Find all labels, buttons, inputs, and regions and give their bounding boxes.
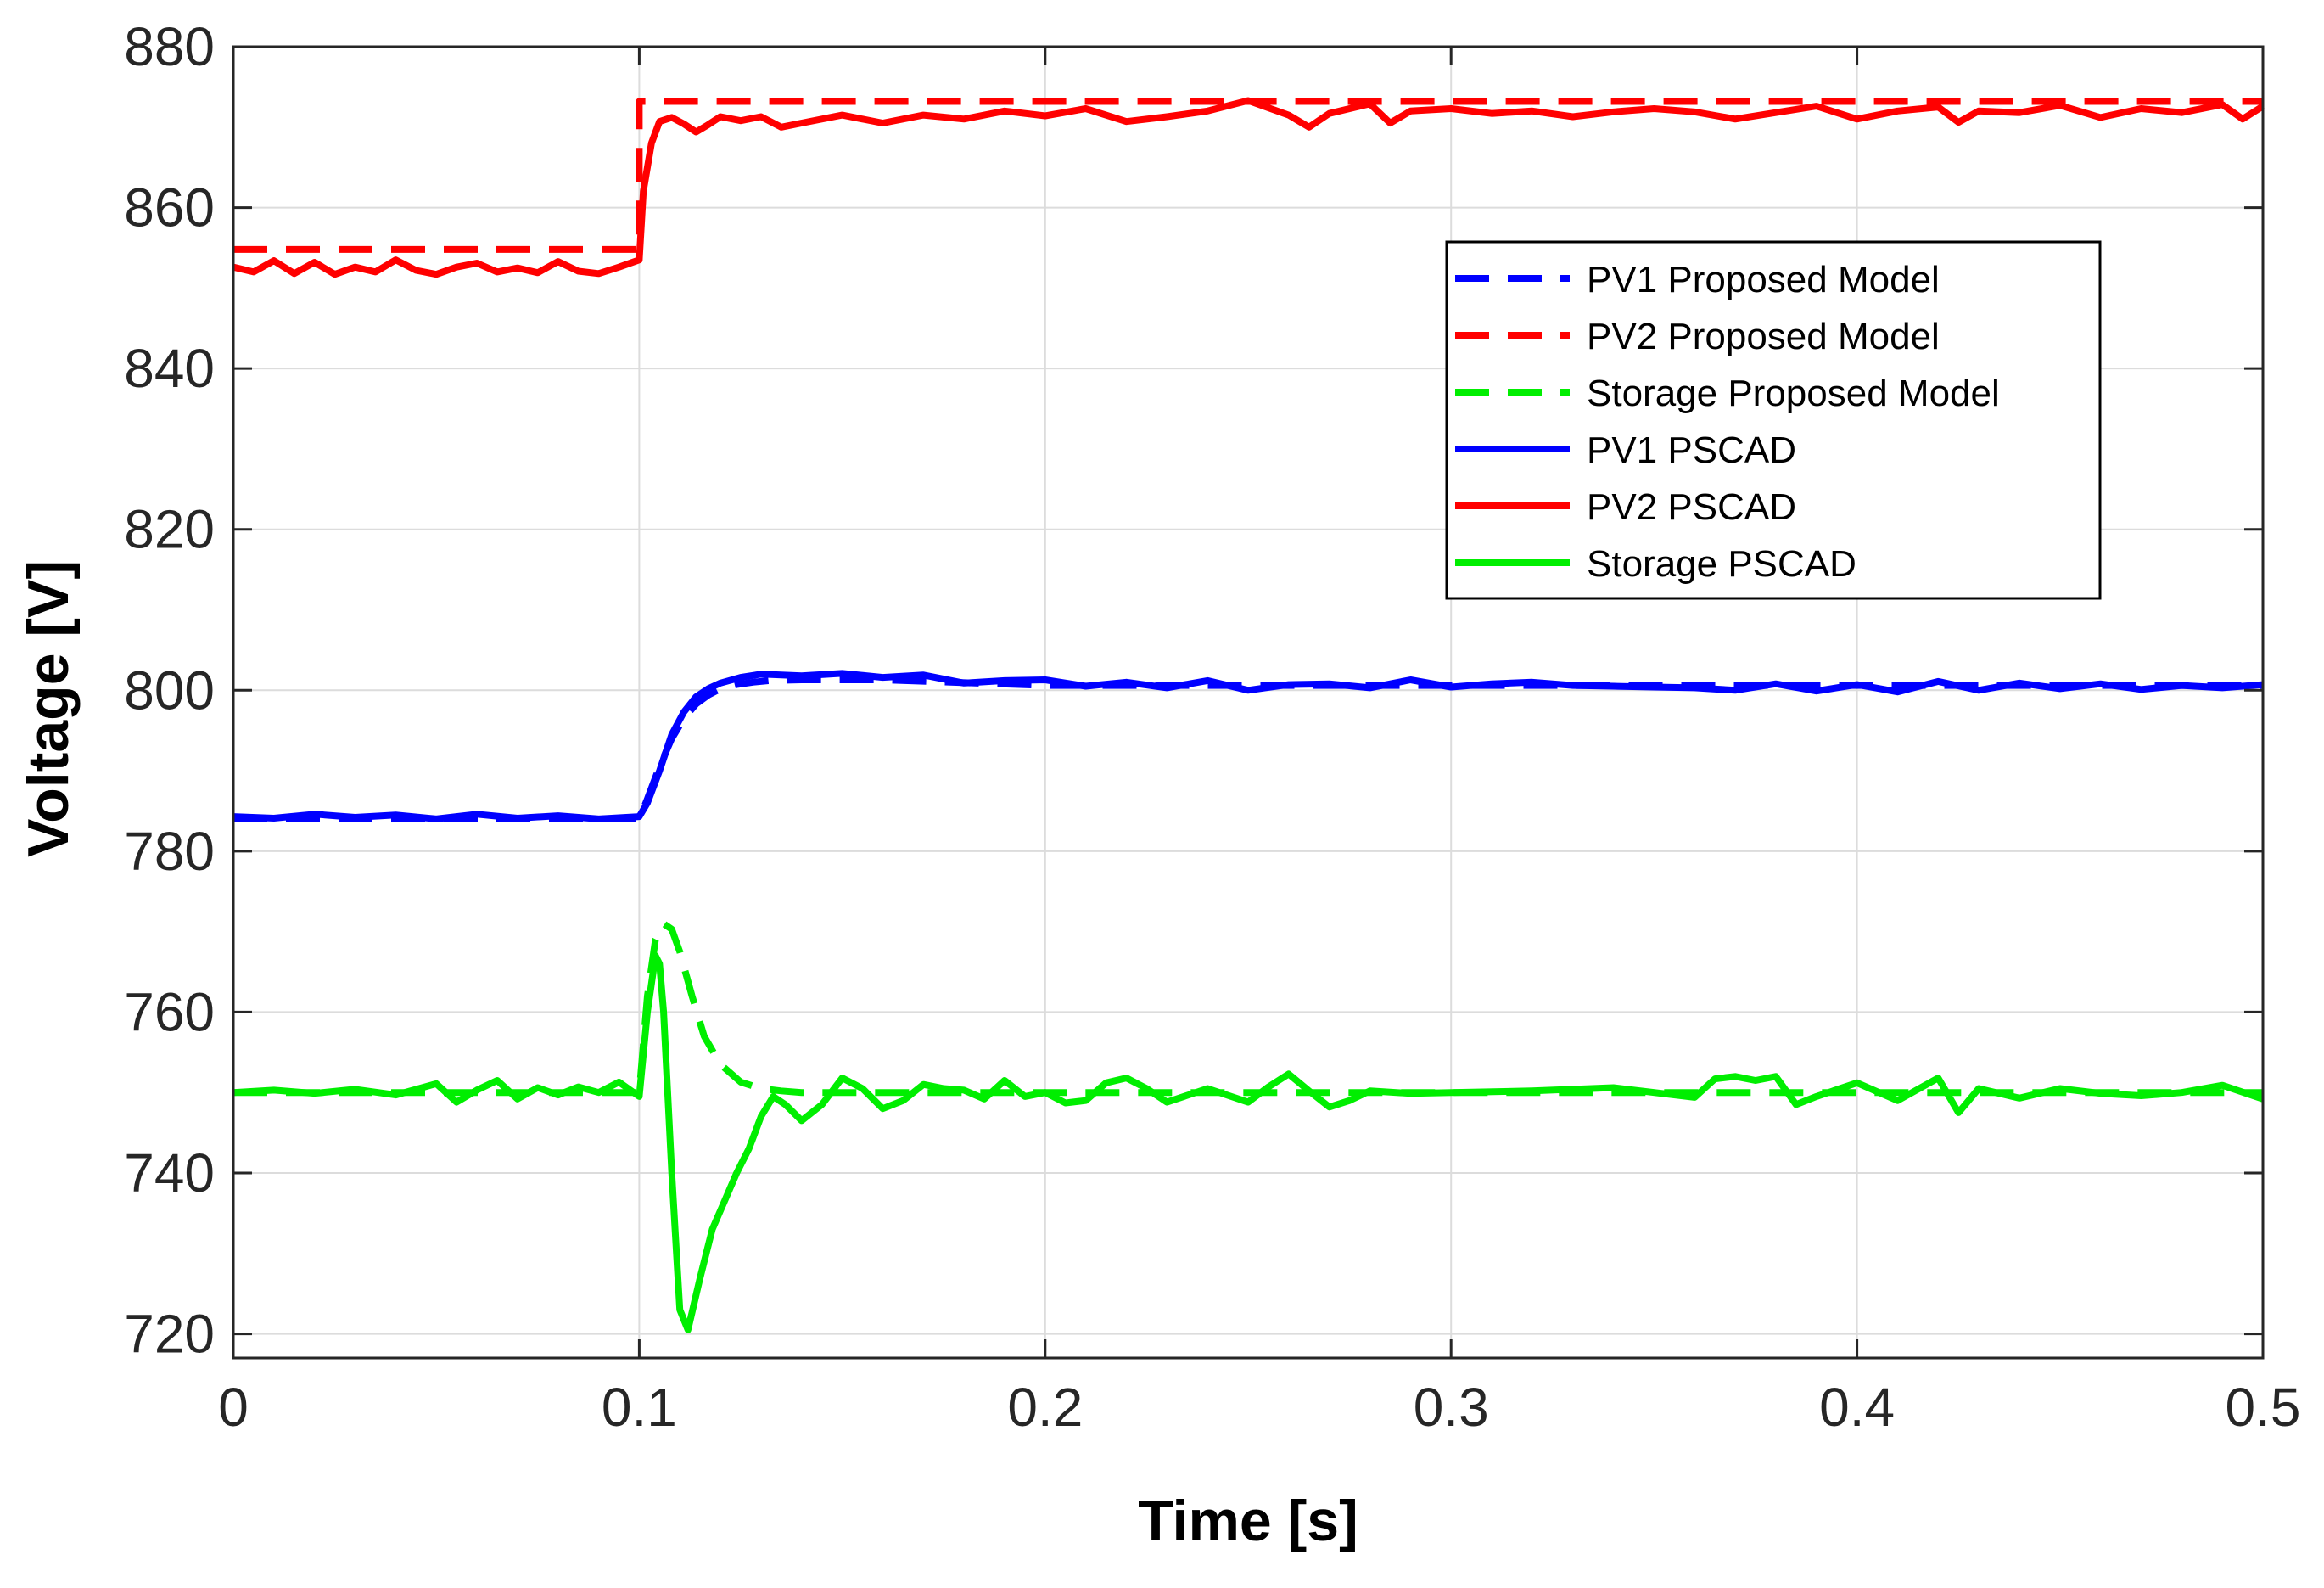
ticks — [232, 45, 2265, 1358]
y-tick-label: 740 — [124, 1142, 215, 1204]
series-line-pv2-proposed-model — [233, 98, 2263, 253]
legend-label-pv1-proposed-model: PV1 Proposed Model — [1587, 259, 1940, 300]
plot-frame — [232, 45, 2265, 1360]
x-tick-label: 0.1 — [602, 1377, 677, 1438]
y-tick-label: 880 — [124, 16, 215, 77]
y-axis-title: Voltage [V] — [16, 560, 81, 857]
series-line-pv1-pscad — [232, 670, 2264, 822]
x-tick-label: 0.5 — [2226, 1377, 2301, 1438]
y-tick-label: 760 — [124, 981, 215, 1042]
series-line-storage-pscad — [232, 952, 2265, 1333]
legend-label-storage-pscad: Storage PSCAD — [1587, 543, 1856, 585]
y-tick-label: 820 — [124, 499, 215, 560]
y-tick-label: 780 — [124, 821, 215, 882]
y-tick-label: 800 — [124, 659, 215, 721]
x-tick-label: 0.3 — [1414, 1377, 1489, 1438]
x-tick-label: 0.4 — [1819, 1377, 1895, 1438]
legend-items: PV1 Proposed Model PV2 Proposed Model Stor… — [1455, 259, 2000, 585]
y-tick-label: 860 — [124, 177, 215, 238]
x-tick-label: 0.2 — [1007, 1377, 1083, 1438]
series-line-storage-proposed-model — [233, 920, 2263, 1097]
tick-labels: 0 0.1 0.2 0.3 0.4 0.5 720 740 760 780 800 820 840 860… — [124, 16, 2300, 1438]
legend-label-storage-proposed-model: Storage Proposed Model — [1587, 373, 2000, 414]
series-layer — [232, 97, 2265, 1333]
legend-label-pv2-proposed-model: PV2 Proposed Model — [1587, 316, 1940, 357]
legend: PV1 Proposed Model PV2 Proposed Model Stor… — [1445, 240, 2102, 600]
x-axis-title: Time [s] — [1138, 1489, 1358, 1553]
legend-box — [1445, 240, 2102, 600]
legend-label-pv2-pscad: PV2 PSCAD — [1587, 486, 1796, 528]
y-tick-label: 720 — [124, 1304, 215, 1365]
legend-label-pv1-pscad: PV1 PSCAD — [1587, 429, 1796, 471]
x-tick-label: 0 — [218, 1377, 249, 1438]
series-line-pv2-pscad — [232, 97, 2265, 278]
y-tick-label: 840 — [124, 338, 215, 399]
